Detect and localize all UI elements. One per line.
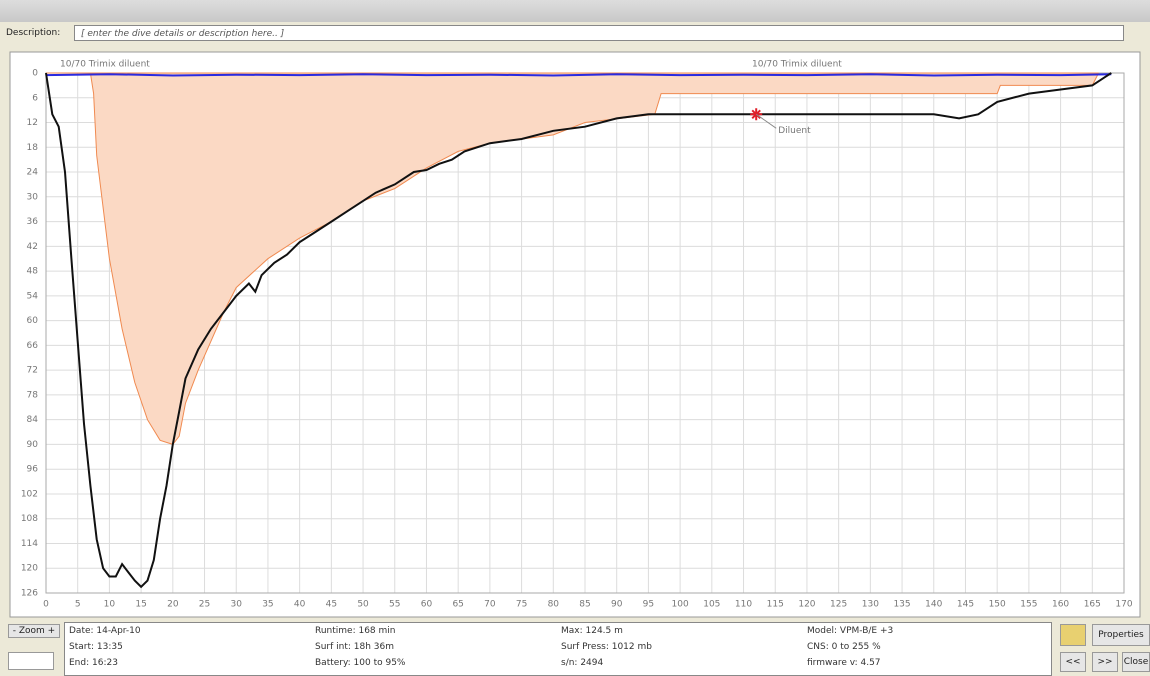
y-tick-label: 120 (21, 564, 38, 574)
x-tick-label: 130 (862, 600, 879, 610)
info-cell: Runtime: 168 min (315, 626, 396, 636)
y-tick-label: 24 (27, 168, 39, 178)
info-cell: End: 16:23 (69, 658, 118, 668)
y-tick-label: 108 (21, 514, 38, 524)
x-tick-label: 155 (1020, 600, 1037, 610)
y-tick-label: 114 (21, 539, 38, 549)
info-cell: Max: 124.5 m (561, 626, 623, 636)
y-tick-label: 54 (27, 291, 39, 301)
description-label: Description: (6, 28, 61, 38)
info-cell: Start: 13:35 (69, 642, 123, 652)
y-tick-label: 126 (21, 589, 38, 599)
y-tick-label: 6 (32, 93, 38, 103)
y-tick-label: 48 (27, 267, 39, 277)
x-tick-label: 45 (326, 600, 337, 610)
x-tick-label: 15 (135, 600, 146, 610)
x-tick-label: 160 (1052, 600, 1069, 610)
x-tick-label: 65 (452, 600, 463, 610)
x-tick-label: 85 (579, 600, 590, 610)
x-tick-label: 20 (167, 600, 179, 610)
chart: 0 6 12 18 24 30 36 42 48 54 60 66 72 78 84 90 96 102 108 11… (9, 51, 1141, 618)
info-cell: CNS: 0 to 255 % (807, 642, 881, 652)
description-input[interactable]: [ enter the dive details or description … (74, 25, 1124, 41)
title-bar (0, 0, 1150, 22)
x-tick-label: 140 (925, 600, 942, 610)
x-tick-label: 50 (357, 600, 369, 610)
y-tick-label: 36 (27, 217, 39, 227)
x-tick-label: 55 (389, 600, 400, 610)
marker-leader (755, 113, 777, 129)
x-tick-label: 165 (1084, 600, 1101, 610)
x-tick-label: 60 (421, 600, 433, 610)
x-tick-label: 30 (231, 600, 243, 610)
x-tick-label: 75 (516, 600, 527, 610)
y-tick-label: 78 (27, 390, 39, 400)
icon-button[interactable] (1060, 624, 1086, 646)
y-tick-label: 18 (27, 143, 39, 153)
x-tick-label: 150 (989, 600, 1006, 610)
x-tick-label: 10 (104, 600, 116, 610)
info-cell: Surf Press: 1012 mb (561, 642, 652, 652)
y-tick-label: 30 (27, 192, 39, 202)
x-tick-label: 40 (294, 600, 306, 610)
line-series (45, 73, 1112, 77)
x-tick-label: 70 (484, 600, 496, 610)
x-tick-label: 110 (735, 600, 752, 610)
ceiling-area (46, 72, 1100, 445)
x-tick-label: 115 (767, 600, 784, 610)
line-series (45, 72, 1112, 589)
info-cell: s/n: 2494 (561, 658, 604, 668)
x-tick-label: 90 (611, 600, 623, 610)
x-tick-label: 145 (957, 600, 974, 610)
x-tick-label: 125 (830, 600, 847, 610)
x-tick-label: 120 (798, 600, 815, 610)
y-tick-label: 42 (27, 242, 38, 252)
annotation: 10/70 Trimix diluent (60, 60, 150, 70)
zoom-slider[interactable] (8, 652, 54, 670)
y-tick-label: 0 (32, 69, 38, 79)
y-tick-label: 12 (27, 118, 38, 128)
prev-button[interactable]: << (1060, 652, 1086, 672)
annotation: 10/70 Trimix diluent (752, 60, 842, 70)
info-cell: Date: 14-Apr-10 (69, 626, 141, 636)
next-button[interactable]: >> (1092, 652, 1118, 672)
x-tick-label: 5 (75, 600, 81, 610)
info-cell: Model: VPM-B/E +3 (807, 626, 894, 636)
y-tick-label: 84 (27, 415, 39, 425)
info-panel: Date: 14-Apr-10 Runtime: 168 min Max: 124.… (64, 622, 1052, 676)
close-button[interactable]: Close (1122, 652, 1150, 672)
x-tick-label: 25 (199, 600, 210, 610)
x-tick-label: 35 (262, 600, 273, 610)
marker-label: Diluent (778, 126, 811, 136)
x-tick-label: 0 (43, 600, 49, 610)
x-tick-label: 100 (672, 600, 689, 610)
y-tick-label: 96 (27, 465, 39, 475)
properties-button[interactable]: Properties (1092, 624, 1150, 646)
y-tick-label: 90 (27, 440, 39, 450)
zoom-control[interactable]: - Zoom + (8, 624, 60, 638)
info-cell: Battery: 100 to 95% (315, 658, 406, 668)
y-tick-label: 66 (27, 341, 39, 351)
x-tick-label: 105 (703, 600, 720, 610)
y-tick-label: 60 (27, 316, 39, 326)
y-tick-label: 72 (27, 366, 38, 376)
info-cell: Surf int: 18h 36m (315, 642, 395, 652)
x-tick-label: 135 (893, 600, 910, 610)
x-tick-label: 80 (548, 600, 560, 610)
y-tick-label: 102 (21, 489, 38, 499)
info-cell: firmware v: 4.57 (807, 658, 881, 668)
x-tick-label: 170 (1115, 600, 1132, 610)
x-tick-label: 95 (643, 600, 654, 610)
